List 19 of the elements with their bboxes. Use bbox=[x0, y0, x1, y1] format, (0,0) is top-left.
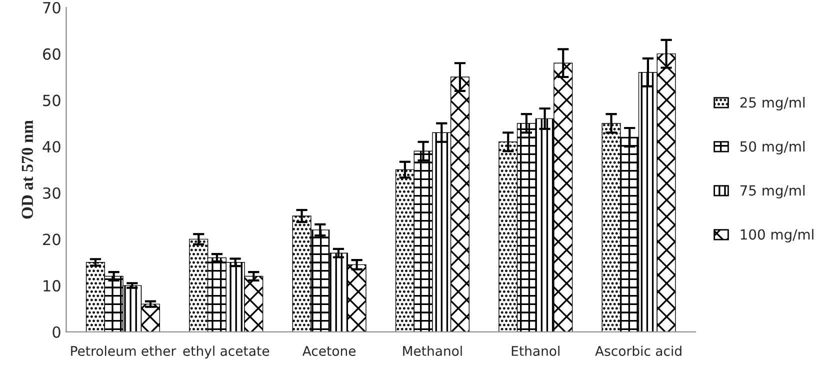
x-tick-label: ethyl acetate bbox=[183, 346, 270, 359]
legend-label: 50 mg/ml bbox=[740, 140, 805, 154]
y-tick-label: 70 bbox=[43, 2, 60, 14]
y-axis-title: OD at 570 nm bbox=[22, 120, 33, 219]
x-tick-label: Petroleum ether bbox=[71, 346, 176, 356]
y-tick-label: 10 bbox=[44, 280, 60, 292]
y-tick-label: 60 bbox=[43, 48, 60, 60]
y-tick-label: 50 bbox=[43, 94, 60, 106]
legend-label: 100 mg/ml bbox=[740, 228, 814, 242]
legend-label: 25 mg/ml bbox=[740, 96, 805, 110]
x-tick-label: Acetone bbox=[302, 346, 356, 356]
y-tick-label: 40 bbox=[42, 140, 60, 153]
y-tick-label: 20 bbox=[43, 234, 60, 246]
y-tick-label: 0 bbox=[52, 326, 60, 338]
x-tick-label: Ascorbic acid bbox=[595, 346, 682, 356]
x-tick-label: Methanol bbox=[403, 346, 462, 356]
x-tick-label: Ethanol bbox=[512, 346, 560, 356]
legend-label: 75 mg/ml bbox=[740, 184, 805, 198]
y-tick-label: 30 bbox=[43, 187, 60, 199]
